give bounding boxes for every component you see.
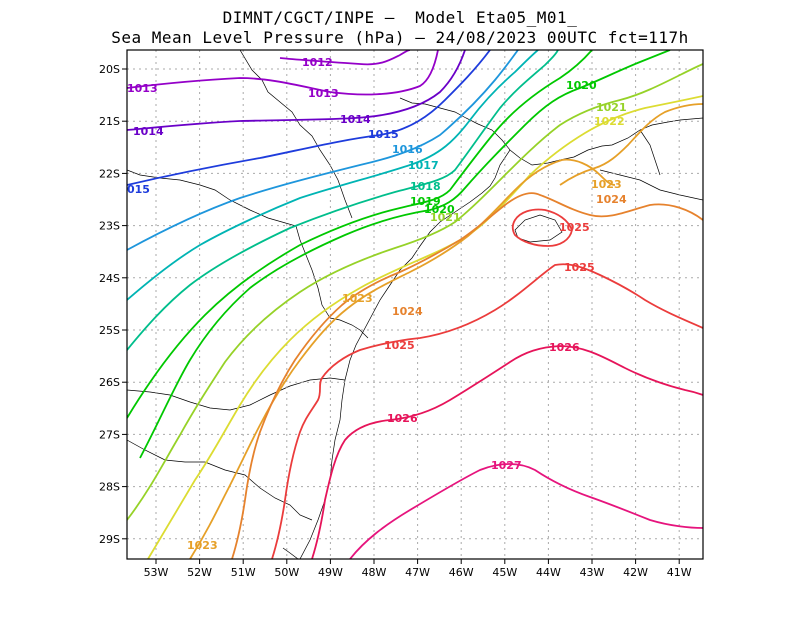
contour-label: 1021 — [430, 211, 461, 224]
contour-label: 1022 — [594, 115, 625, 128]
lat-tick-label: 20S — [99, 63, 120, 76]
contour-label: 1023 — [187, 539, 218, 552]
contour-label: 1014 — [340, 113, 371, 126]
contour-label: 1023 — [342, 292, 373, 305]
isobar-1027 — [349, 463, 703, 559]
isobar-1012 — [279, 50, 411, 66]
contour-label: 1012 — [302, 56, 333, 69]
contour-label: 1024 — [596, 193, 627, 206]
lon-tick-label: 47W — [405, 566, 430, 579]
isobar-1025 — [271, 263, 703, 559]
isobar-1015 — [127, 50, 491, 186]
lon-tick-label: 52W — [187, 566, 212, 579]
lon-tick-label: 50W — [274, 566, 299, 579]
isobar-1021 — [127, 63, 703, 521]
isobar-1018 — [127, 50, 559, 351]
lat-tick-label: 23S — [99, 220, 120, 233]
isobar-1023-north — [559, 103, 703, 186]
contour-label: 1027 — [491, 459, 522, 472]
contour-label: 1016 — [392, 143, 423, 156]
lon-tick-label: 44W — [536, 566, 561, 579]
contour-label: 1026 — [387, 412, 418, 425]
isobar-1026 — [311, 345, 703, 559]
lat-tick-label: 26S — [99, 376, 120, 389]
lon-tick-label: 46W — [449, 566, 474, 579]
lat-lon-grid — [127, 50, 703, 559]
isobar-1025-closed — [511, 208, 573, 247]
contour-label: 1014 — [133, 125, 164, 138]
lat-tick-label: 24S — [99, 272, 120, 285]
coastline-borders — [127, 50, 703, 559]
lon-tick-label: 49W — [318, 566, 343, 579]
map-title-line1: DIMNT/CGCT/INPE – Model Eta05_M01_ — [222, 8, 578, 27]
contour-label: 1024 — [392, 305, 423, 318]
contour-label: 1017 — [408, 159, 439, 172]
lon-tick-label: 43W — [580, 566, 605, 579]
isobar-1017 — [127, 50, 539, 301]
lon-tick-label: 48W — [362, 566, 387, 579]
contour-labels: 1012 1013 1013 1014 1014 1015 015 1016 1… — [127, 56, 627, 552]
lon-tick-label: 51W — [231, 566, 256, 579]
contour-label: 1018 — [410, 180, 441, 193]
lon-tick-label: 42W — [623, 566, 648, 579]
latitude-axis: 20S 21S 22S 23S 24S 25S 26S 27S 28S 29S — [99, 63, 127, 546]
isobar-1022 — [147, 95, 703, 559]
lon-tick-label: 45W — [492, 566, 517, 579]
isobar-1014 — [127, 50, 466, 131]
lat-tick-label: 21S — [99, 115, 120, 128]
map-frame — [126, 49, 704, 560]
isobar-1023 — [189, 158, 616, 559]
contour-label: 1025 — [384, 339, 415, 352]
longitude-axis: 53W 52W 51W 50W 49W 48W 47W 46W 45W 44W 43W 42W 41W — [144, 559, 692, 579]
contour-label: 015 — [127, 183, 150, 196]
contour-label: 1023 — [591, 178, 622, 191]
contour-label: 1026 — [549, 341, 580, 354]
contour-label: 1013 — [127, 82, 158, 95]
isobar-1016 — [127, 50, 519, 251]
contour-label: 1021 — [596, 101, 627, 114]
lon-tick-label: 41W — [667, 566, 692, 579]
lat-tick-label: 28S — [99, 481, 120, 494]
contour-label: 1019 — [410, 195, 441, 208]
contour-label: 1020 — [566, 79, 597, 92]
isobar-1020 — [139, 50, 671, 459]
lon-tick-label: 53W — [144, 566, 169, 579]
isobar-1013 — [127, 50, 439, 96]
map-title-line2: Sea Mean Level Pressure (hPa) – 24/08/20… — [111, 28, 689, 47]
contour-label: 1025 — [559, 221, 590, 234]
contour-label: 1015 — [368, 128, 399, 141]
lat-tick-label: 25S — [99, 324, 120, 337]
contour-label: 1013 — [308, 87, 339, 100]
isobar-1024 — [231, 192, 703, 559]
lat-tick-label: 27S — [99, 428, 120, 441]
contour-label: 1025 — [564, 261, 595, 274]
lat-tick-label: 22S — [99, 167, 120, 180]
lat-tick-label: 29S — [99, 533, 120, 546]
isobar-1019 — [127, 50, 593, 419]
isobar-lines — [127, 50, 703, 559]
contour-label: 1020 — [424, 203, 455, 216]
